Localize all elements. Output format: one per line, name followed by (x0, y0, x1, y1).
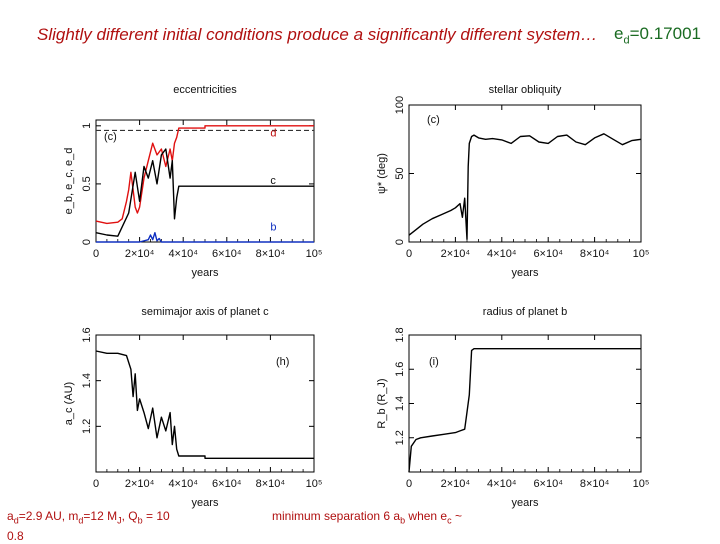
y-axis-label: a_c (AU) (63, 382, 75, 425)
y-tick-label: 50 (394, 167, 406, 179)
slide-title: Slightly different initial conditions pr… (37, 25, 598, 44)
x-tick-label: 2×10⁴ (441, 248, 471, 260)
x-axis-label: years (192, 497, 219, 509)
x-axis-label: years (512, 267, 539, 279)
x-tick-label: 8×10⁴ (580, 478, 610, 490)
series-label-b: b (270, 221, 276, 233)
series-label-d: d (270, 127, 276, 139)
y-tick-label: 1 (81, 123, 93, 129)
panel-title: semimajor axis of planet c (141, 306, 269, 318)
series-line (408, 348, 641, 473)
series-label-c: c (270, 175, 276, 187)
x-tick-label: 10⁵ (306, 478, 323, 490)
x-tick-label: 0 (93, 248, 99, 260)
x-tick-label: 8×10⁴ (580, 248, 610, 260)
panel-label: (h) (276, 356, 289, 368)
parameters-note: ad=2.9 AU, md=12 MJ, Qb = 10 0.8 (7, 509, 170, 544)
x-tick-label: 6×10⁴ (533, 478, 563, 490)
series-line-d (95, 125, 314, 225)
x-tick-label: 6×10⁴ (212, 248, 242, 260)
panel-title: stellar obliquity (489, 84, 562, 96)
plot-frame (408, 334, 642, 473)
x-tick-label: 4×10⁴ (168, 478, 198, 490)
ed-value-label: ed=0.17001 (614, 24, 701, 47)
panel-label: (c) (104, 131, 117, 143)
y-tick-label: 1.2 (394, 430, 406, 445)
x-tick-label: 4×10⁴ (487, 248, 517, 260)
x-tick-label: 6×10⁴ (212, 478, 242, 490)
y-tick-label: 100 (394, 96, 406, 114)
panel-label: (i) (429, 356, 439, 368)
x-tick-label: 2×10⁴ (441, 478, 471, 490)
plot-frame (408, 104, 642, 243)
y-tick-label: 0 (394, 239, 406, 245)
y-tick-label: 1.4 (81, 373, 93, 388)
radius-planet-b-panel: radius of planet b 0 2×10⁴ 4×10⁴ 6×10⁴ 8×10⁴ 1… (376, 306, 650, 509)
x-tick-label: 2×10⁴ (125, 478, 155, 490)
x-tick-label: 2×10⁴ (125, 248, 155, 260)
x-tick-label: 10⁵ (633, 478, 650, 490)
x-axis-label: years (192, 267, 219, 279)
y-tick-label: 1.4 (394, 396, 406, 411)
x-axis-label: years (512, 497, 539, 509)
semimajor-axis-panel: semimajor axis of planet c 0 2×10⁴ 4×10⁴ 6×1… (63, 306, 323, 509)
separation-note: minimum separation 6 ab when ec ~ (272, 509, 462, 526)
y-tick-label: 1.6 (81, 327, 93, 342)
series-line (95, 350, 314, 460)
x-tick-label: 10⁵ (306, 248, 323, 260)
x-tick-label: 4×10⁴ (168, 248, 198, 260)
panel-title: eccentricities (173, 84, 237, 96)
x-tick-label: 0 (406, 478, 412, 490)
x-tick-label: 10⁵ (633, 248, 650, 260)
y-axis-label: e_b, e_c, e_d (63, 148, 75, 215)
y-axis-label: R_b (R_J) (376, 378, 388, 428)
y-tick-label: 1.6 (394, 362, 406, 377)
y-tick-label: 1.8 (394, 327, 406, 342)
y-tick-label: 0.5 (81, 176, 93, 191)
x-tick-label: 8×10⁴ (256, 478, 286, 490)
y-tick-label: 0 (81, 239, 93, 245)
y-tick-label: 1.2 (81, 419, 93, 434)
series-line-b (96, 231, 314, 243)
x-tick-label: 0 (406, 248, 412, 260)
panel-label: (c) (427, 114, 440, 126)
panel-title: radius of planet b (483, 306, 567, 318)
series-line-c (95, 148, 314, 237)
x-tick-label: 6×10⁴ (533, 248, 563, 260)
x-tick-label: 4×10⁴ (487, 478, 517, 490)
y-axis-label: ψ* (deg) (376, 153, 388, 194)
eccentricities-panel: eccentricities 0 2×10⁴ 4×10⁴ 6×10⁴ 8×10⁴ 10⁵ ye… (63, 84, 323, 279)
series-line (408, 133, 642, 241)
x-tick-label: 0 (93, 478, 99, 490)
stellar-obliquity-panel: stellar obliquity 0 2×10⁴ 4×10⁴ 6×10⁴ 8×10⁴ 10… (376, 84, 650, 279)
plot-frame (95, 119, 315, 243)
x-tick-label: 8×10⁴ (256, 248, 286, 260)
